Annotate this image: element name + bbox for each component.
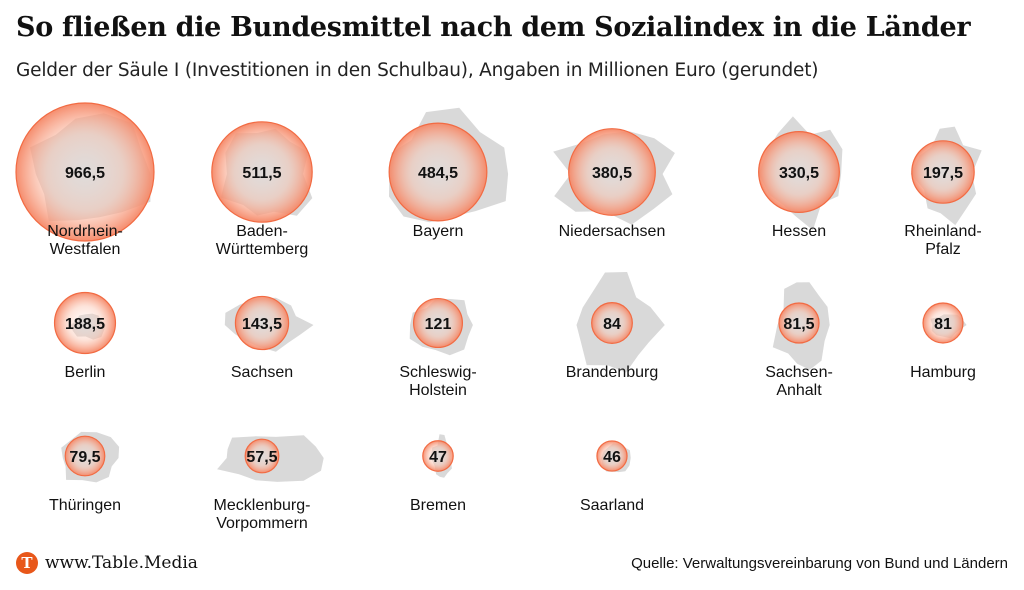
bubbles-layer: 966,5 511,5 484,5 380,5 330,5 197,5 188,5 143,5… xyxy=(15,102,975,477)
brand-url: www.Table.Media xyxy=(45,553,198,573)
bubble-niedersachsen xyxy=(568,128,656,216)
bubble-brandenburg xyxy=(591,302,633,344)
table-media-logo: T xyxy=(16,552,38,574)
bubble-hessen xyxy=(758,131,840,213)
bubble-sachsen xyxy=(234,295,290,351)
bubble-saarland xyxy=(596,440,628,472)
source-note: Quelle: Verwaltungsvereinbarung von Bund… xyxy=(631,555,1008,572)
state-label-saarland: Saarland xyxy=(580,497,644,514)
state-label-bayern: Bayern xyxy=(413,223,464,240)
value-label-schleswig-holstein: 121 xyxy=(425,316,452,333)
value-label-bremen: 47 xyxy=(429,449,447,466)
value-label-sachsen: 143,5 xyxy=(242,316,282,333)
state-label-rheinland-pfalz: Rheinland-Pfalz xyxy=(904,223,981,258)
bubble-bremen xyxy=(422,440,454,472)
state-label-sachsen-anhalt: Sachsen-Anhalt xyxy=(765,364,833,399)
bubble-bayern xyxy=(388,122,488,222)
bubble-rheinland-pfalz xyxy=(911,140,975,204)
bubble-hamburg xyxy=(922,302,964,344)
value-label-berlin: 188,5 xyxy=(65,316,105,333)
value-label-rheinland-pfalz: 197,5 xyxy=(923,165,963,182)
value-label-brandenburg: 84 xyxy=(603,316,621,333)
state-label-mecklenburg-vorpommern: Mecklenburg-Vorpommern xyxy=(214,497,311,532)
value-label-saarland: 46 xyxy=(603,449,621,466)
bubble-baden-wuerttemberg xyxy=(211,121,313,223)
state-label-hessen: Hessen xyxy=(772,223,826,240)
bubble-thueringen xyxy=(64,435,106,477)
bubble-schleswig-holstein xyxy=(412,297,464,349)
value-label-nordrhein-westfalen: 966,5 xyxy=(65,165,105,182)
labels-layer: Nordrhein-Westfalen Baden-Württemberg Baye… xyxy=(47,223,981,532)
value-label-baden-wuerttemberg: 511,5 xyxy=(242,165,281,182)
state-label-nordrhein-westfalen: Nordrhein-Westfalen xyxy=(47,223,123,258)
bubble-nordrhein-westfalen xyxy=(15,102,155,242)
value-label-bayern: 484,5 xyxy=(418,165,458,182)
value-label-mecklenburg-vorpommern: 57,5 xyxy=(246,449,277,466)
state-label-baden-wuerttemberg: Baden-Württemberg xyxy=(216,223,308,258)
state-label-niedersachsen: Niedersachsen xyxy=(559,223,666,240)
value-label-hessen: 330,5 xyxy=(779,165,819,182)
state-label-thueringen: Thüringen xyxy=(49,497,121,514)
page-title: So fließen die Bundesmittel nach dem Soz… xyxy=(16,12,971,43)
value-label-sachsen-anhalt: 81,5 xyxy=(783,316,814,333)
page-subtitle: Gelder der Säule I (Investitionen in den… xyxy=(16,60,819,81)
state-label-berlin: Berlin xyxy=(65,364,106,381)
state-label-hamburg: Hamburg xyxy=(910,364,976,381)
state-label-schleswig-holstein: Schleswig-Holstein xyxy=(399,364,476,399)
value-label-thueringen: 79,5 xyxy=(69,449,100,466)
bubble-mecklenburg-vorpommern xyxy=(244,438,280,474)
bubble-sachsen-anhalt xyxy=(778,302,820,344)
bubble-berlin xyxy=(53,291,117,355)
value-label-hamburg: 81 xyxy=(934,316,952,333)
state-label-sachsen: Sachsen xyxy=(231,364,293,381)
value-label-niedersachsen: 380,5 xyxy=(592,165,632,182)
brand: T www.Table.Media xyxy=(16,552,198,574)
state-label-brandenburg: Brandenburg xyxy=(566,364,659,381)
state-label-bremen: Bremen xyxy=(410,497,466,514)
